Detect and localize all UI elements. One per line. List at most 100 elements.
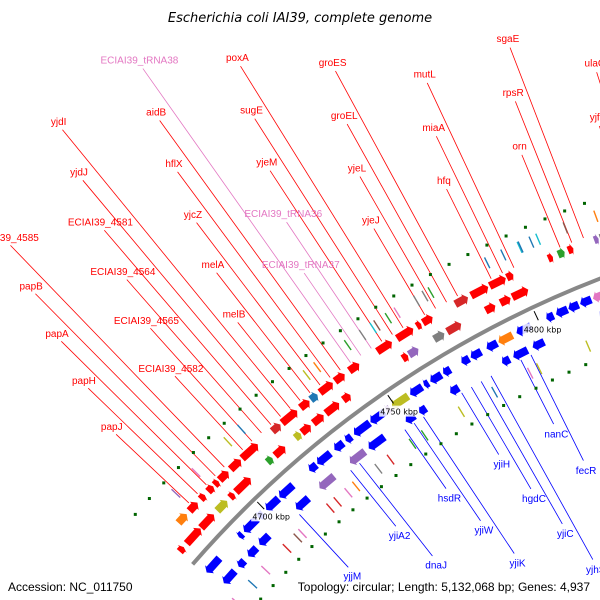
- feature-arrow: [513, 346, 530, 361]
- feature-arrow: [414, 319, 423, 331]
- guide-dot: [259, 597, 263, 600]
- gene-label: ECIAI39_4585: [0, 233, 39, 244]
- feature-arrow: [235, 531, 246, 541]
- feature-arrow: [470, 348, 484, 361]
- content-stripe: [528, 236, 535, 248]
- content-stripe: [457, 406, 466, 418]
- feature-arrow: [239, 442, 259, 462]
- feature-arrow: [498, 331, 515, 346]
- feature-arrow: [264, 455, 275, 466]
- feature-arrow: [310, 413, 324, 427]
- leader-line: [237, 322, 301, 401]
- content-stripe: [393, 307, 401, 319]
- gene-label: ECIAI39_4565: [114, 316, 179, 327]
- feature-arrow: [233, 476, 252, 495]
- content-stripe: [562, 222, 569, 234]
- tick-label-bg: [379, 405, 420, 417]
- feature-arrow: [317, 380, 333, 396]
- leader-line: [530, 354, 584, 461]
- feature-arrow: [247, 545, 260, 558]
- content-stripe: [386, 454, 395, 465]
- leader-line: [177, 171, 331, 378]
- guide-dot: [424, 452, 428, 456]
- feature-arrow: [502, 355, 512, 367]
- feature-arrow: [556, 305, 570, 319]
- feature-arrow: [505, 270, 514, 282]
- guide-dot: [502, 403, 506, 407]
- leader-line: [509, 47, 584, 239]
- content-stripe: [344, 487, 353, 498]
- feature-arrow: [295, 495, 312, 511]
- content-stripe: [526, 367, 534, 379]
- gene-label: poxA: [226, 53, 249, 64]
- guide-dot: [147, 497, 151, 501]
- guide-dot: [365, 496, 369, 500]
- feature-arrow: [469, 283, 489, 300]
- guide-dot: [191, 450, 195, 454]
- feature-arrow: [498, 294, 511, 307]
- feature-arrow: [176, 544, 187, 555]
- leader-line: [335, 70, 458, 297]
- leader-line: [126, 279, 262, 434]
- feature-arrow: [580, 295, 593, 308]
- feature-arrow: [214, 499, 229, 514]
- feature-arrow: [344, 433, 354, 444]
- content-stripe: [191, 467, 201, 478]
- feature-arrow: [198, 513, 215, 531]
- content-stripe: [408, 438, 417, 450]
- feature-arrow: [258, 532, 272, 546]
- guide-dot: [470, 422, 474, 426]
- feature-arrow: [349, 448, 368, 466]
- content-stripe: [236, 424, 246, 435]
- guide-dot: [338, 329, 342, 333]
- content-stripe: [483, 257, 491, 269]
- gene-label: papA: [45, 329, 69, 340]
- gene-label: ECIAI39_4582: [138, 364, 203, 375]
- gene-label: ulaC: [585, 59, 600, 70]
- feature-arrow: [332, 372, 345, 385]
- tick-label-bg: [522, 323, 563, 335]
- leader-line: [461, 392, 500, 455]
- tick-mark: [533, 310, 539, 321]
- gene-label: melB: [223, 310, 246, 321]
- feature-arrow: [316, 450, 333, 466]
- feature-arrow: [394, 325, 414, 343]
- leader-line: [115, 434, 190, 504]
- feature-arrow: [297, 398, 310, 412]
- leader-line: [299, 514, 349, 568]
- feature-arrow: [375, 339, 392, 355]
- guide-dot: [270, 380, 274, 384]
- feature-arrow: [566, 243, 574, 255]
- feature-arrow: [272, 445, 286, 459]
- guide-dot: [394, 474, 398, 478]
- guide-dot: [454, 432, 458, 436]
- gene-label: yjiC: [557, 529, 574, 540]
- feature-arrow: [278, 482, 296, 499]
- content-stripe: [333, 496, 343, 507]
- gene-label: yjjM: [343, 572, 361, 583]
- gene-label: melA: [202, 260, 225, 271]
- leader-line: [159, 120, 341, 371]
- guide-dot: [534, 386, 538, 390]
- leader-line: [350, 469, 397, 527]
- guide-dot: [254, 393, 258, 397]
- tick-label: 4800 kbp: [524, 325, 562, 334]
- feature-arrow: [487, 274, 506, 290]
- gene-label: orn: [512, 141, 526, 152]
- leader-line: [471, 386, 532, 490]
- content-stripe: [297, 528, 308, 539]
- content-stripe: [247, 579, 258, 589]
- guide-dot: [207, 436, 211, 440]
- leader-line: [521, 154, 561, 248]
- feature-arrow: [486, 339, 500, 352]
- map-title: Escherichia coli IAI39, complete genome: [168, 11, 432, 26]
- leader-line: [62, 129, 291, 409]
- content-stripe: [535, 233, 542, 245]
- content-stripe: [593, 210, 599, 223]
- guide-dot: [504, 234, 508, 238]
- genome-backbone: [191, 276, 600, 566]
- leader-line: [87, 387, 198, 495]
- feature-rings: [133, 201, 600, 600]
- gene-label: papJ: [101, 422, 123, 433]
- leader-line: [359, 462, 433, 557]
